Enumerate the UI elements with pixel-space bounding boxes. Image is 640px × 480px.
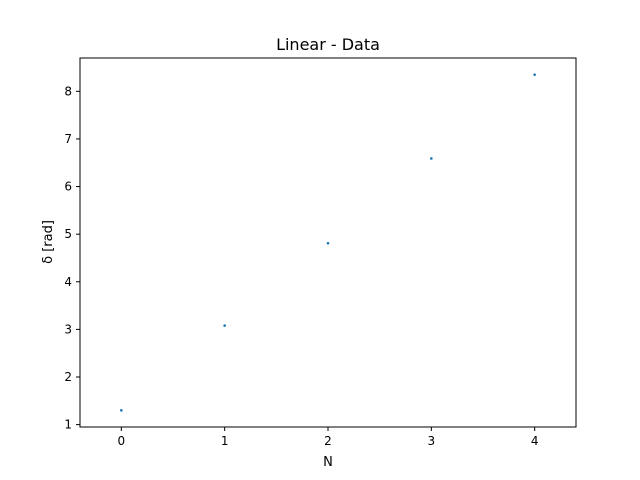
x-tick-label: 4 bbox=[531, 434, 539, 448]
y-tick-label: 2 bbox=[64, 370, 72, 384]
y-tick-label: 8 bbox=[64, 84, 72, 98]
y-tick-label: 3 bbox=[64, 322, 72, 336]
data-point bbox=[533, 73, 536, 76]
x-axis-label: N bbox=[323, 455, 333, 470]
data-series bbox=[120, 73, 536, 412]
plot-area: 0 1 2 3 4 1 2 3 4 5 6 7 8 bbox=[64, 57, 577, 448]
x-tick-label: 0 bbox=[118, 434, 126, 448]
y-tick-label: 7 bbox=[64, 132, 72, 146]
y-tick-label: 1 bbox=[64, 418, 72, 432]
data-point bbox=[120, 409, 123, 412]
y-tick-label: 6 bbox=[64, 180, 72, 194]
y-tick-label: 4 bbox=[64, 275, 72, 289]
data-point bbox=[326, 241, 330, 245]
y-axis: 1 2 3 4 5 6 7 8 bbox=[64, 84, 80, 432]
chart-title: Linear - Data bbox=[276, 35, 380, 54]
x-tick-label: 1 bbox=[221, 434, 229, 448]
x-tick-label: 2 bbox=[324, 434, 332, 448]
data-point bbox=[223, 324, 226, 327]
x-axis: 0 1 2 3 4 bbox=[118, 427, 539, 448]
y-axis-label: δ [rad] bbox=[41, 220, 56, 264]
y-tick-label: 5 bbox=[64, 227, 72, 241]
x-tick-label: 3 bbox=[428, 434, 436, 448]
data-point bbox=[430, 157, 433, 160]
